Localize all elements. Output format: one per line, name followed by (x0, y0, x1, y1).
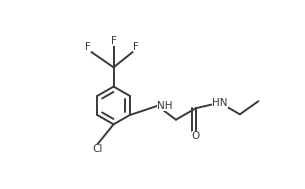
Text: F: F (85, 42, 91, 52)
Text: F: F (133, 42, 139, 52)
Text: F: F (111, 36, 117, 46)
Text: HN: HN (212, 98, 228, 108)
Text: Cl: Cl (92, 144, 102, 154)
Text: NH: NH (157, 101, 173, 111)
Text: O: O (192, 131, 200, 141)
